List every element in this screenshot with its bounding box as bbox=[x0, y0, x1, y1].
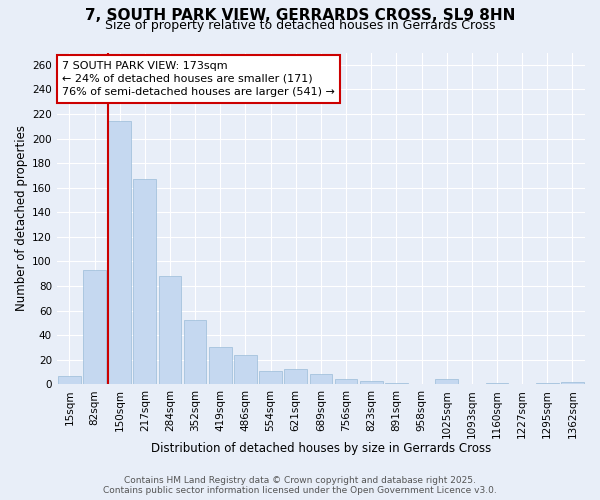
Bar bbox=[485, 383, 508, 384]
Bar bbox=[360, 380, 383, 384]
Text: Contains HM Land Registry data © Crown copyright and database right 2025.
Contai: Contains HM Land Registry data © Crown c… bbox=[103, 476, 497, 495]
Text: Size of property relative to detached houses in Gerrards Cross: Size of property relative to detached ho… bbox=[105, 19, 495, 32]
Bar bbox=[109, 122, 131, 384]
Bar bbox=[436, 380, 458, 384]
Bar bbox=[259, 370, 282, 384]
Bar bbox=[536, 383, 559, 384]
Bar bbox=[234, 354, 257, 384]
Bar bbox=[209, 348, 232, 384]
Bar bbox=[561, 382, 584, 384]
Text: 7, SOUTH PARK VIEW, GERRARDS CROSS, SL9 8HN: 7, SOUTH PARK VIEW, GERRARDS CROSS, SL9 … bbox=[85, 8, 515, 22]
Bar bbox=[184, 320, 206, 384]
Bar bbox=[284, 370, 307, 384]
Bar bbox=[83, 270, 106, 384]
Y-axis label: Number of detached properties: Number of detached properties bbox=[15, 126, 28, 312]
Bar bbox=[158, 276, 181, 384]
Text: 7 SOUTH PARK VIEW: 173sqm
← 24% of detached houses are smaller (171)
76% of semi: 7 SOUTH PARK VIEW: 173sqm ← 24% of detac… bbox=[62, 61, 335, 97]
Bar bbox=[335, 380, 358, 384]
X-axis label: Distribution of detached houses by size in Gerrards Cross: Distribution of detached houses by size … bbox=[151, 442, 491, 455]
Bar bbox=[58, 376, 80, 384]
Bar bbox=[133, 179, 156, 384]
Bar bbox=[310, 374, 332, 384]
Bar bbox=[385, 383, 407, 384]
